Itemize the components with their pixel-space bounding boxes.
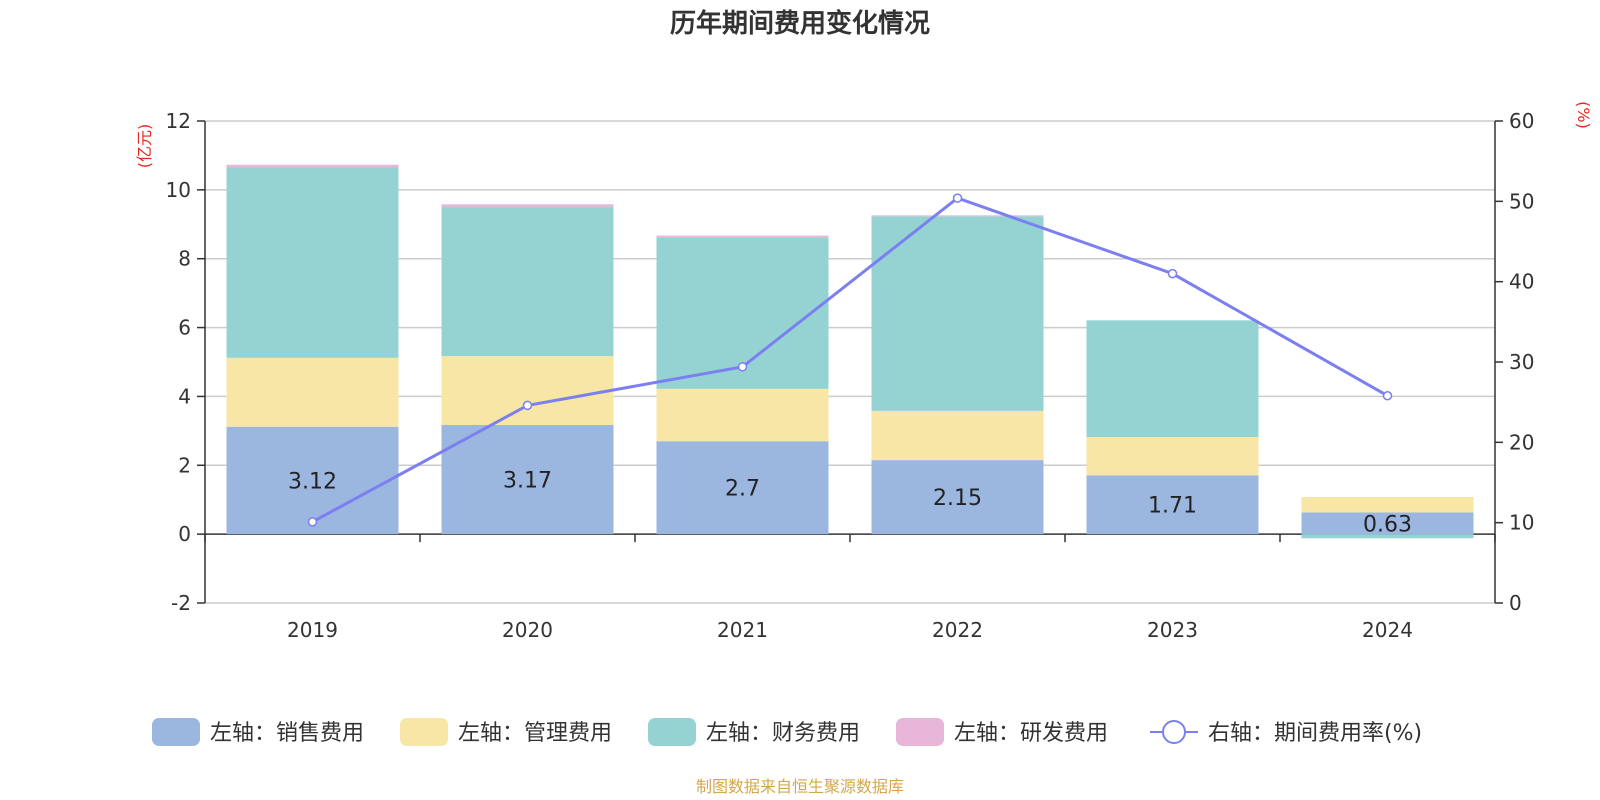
bar-value-label: 1.71 xyxy=(1148,494,1197,519)
bar-segment xyxy=(656,441,829,535)
bar-segment xyxy=(871,215,1044,217)
left-tick-label: 2 xyxy=(178,453,191,477)
bar-segment xyxy=(441,356,614,426)
bar-segment xyxy=(1301,496,1474,513)
right-tick-label: 30 xyxy=(1509,350,1534,374)
bar-layer xyxy=(226,164,1474,539)
expense-ratio-point xyxy=(952,193,963,203)
bar-value-label: 3.12 xyxy=(288,469,337,494)
left-tick-label: 8 xyxy=(178,247,191,271)
right-tick-label: 50 xyxy=(1509,189,1534,213)
bar-value-label: 3.17 xyxy=(503,469,552,494)
left-tick-label: 10 xyxy=(166,178,191,202)
bar-segment xyxy=(226,167,399,358)
right-tick-label: 0 xyxy=(1509,591,1522,615)
bar-value-label: 2.7 xyxy=(725,477,760,502)
bar-segment xyxy=(226,357,399,427)
legend-label: 左轴：销售费用 xyxy=(210,721,364,746)
bar-segment xyxy=(1301,512,1474,535)
expense-ratio-point xyxy=(1167,268,1178,279)
expense-ratio-point xyxy=(737,362,748,372)
label-layer: 3.12 3.17 2.7 2.15 1.71 0.63 xyxy=(288,469,1412,538)
bar-segment xyxy=(871,216,1044,411)
legend-label: 右轴：期间费用率(%) xyxy=(1208,721,1422,746)
legend-label: 左轴：管理费用 xyxy=(458,721,612,746)
left-tick-label: 0 xyxy=(178,522,191,546)
left-tick-label: 4 xyxy=(178,384,191,408)
right-tick-label: 60 xyxy=(1509,109,1534,133)
bar-segment xyxy=(441,207,614,357)
expense-ratio-line xyxy=(311,196,1389,524)
x-tick-label: 2019 xyxy=(287,618,338,642)
line-layer xyxy=(307,193,1393,527)
bar-segment xyxy=(226,164,399,168)
bar-segment xyxy=(441,204,614,208)
x-tick-label: 2022 xyxy=(932,618,983,642)
legend-marker xyxy=(1162,720,1186,744)
legend-label: 左轴：研发费用 xyxy=(954,721,1108,746)
legend: 左轴：销售费用 左轴：管理费用 左轴：财务费用 左轴：研发费用 右轴：期间费用率(%) xyxy=(152,718,1422,746)
legend-swatch xyxy=(648,718,696,746)
data-source-note: 制图数据来自恒生聚源数据库 xyxy=(696,777,904,796)
axis-layer: -2 0 2 4 6 8 10 12 0 10 20 30 40 50 60 (亿元) (%) 2019 2020 2… xyxy=(135,101,1593,642)
expense-ratio-point xyxy=(1382,390,1393,401)
bar-value-label: 0.63 xyxy=(1363,512,1412,537)
x-tick-label: 2020 xyxy=(502,618,553,642)
right-tick-label: 40 xyxy=(1509,270,1534,294)
bar-segment xyxy=(1086,475,1259,535)
bar-segment xyxy=(656,388,829,442)
bar-segment xyxy=(1086,320,1259,438)
bar-segment xyxy=(871,410,1044,461)
bar-segment xyxy=(226,426,399,535)
right-tick-label: 20 xyxy=(1509,430,1534,454)
bar-segment xyxy=(1301,534,1474,539)
bar-value-label: 2.15 xyxy=(933,486,982,511)
bar-segment xyxy=(1086,437,1259,476)
left-tick-label: 12 xyxy=(166,109,191,133)
bar-segment xyxy=(871,460,1044,535)
legend-swatch xyxy=(896,718,944,746)
legend-label: 左轴：财务费用 xyxy=(706,721,860,746)
expense-ratio-point xyxy=(307,517,318,527)
bar-segment xyxy=(656,235,829,238)
x-tick-label: 2023 xyxy=(1147,618,1198,642)
x-tick-label: 2021 xyxy=(717,618,768,642)
bar-segment xyxy=(441,425,614,535)
left-tick-label: -2 xyxy=(171,591,191,615)
right-tick-label: 10 xyxy=(1509,511,1534,535)
x-tick-label: 2024 xyxy=(1362,618,1413,642)
left-tick-label: 6 xyxy=(178,316,191,340)
right-axis-unit: (%) xyxy=(1574,101,1593,129)
legend-swatch xyxy=(400,718,448,746)
legend-swatch xyxy=(152,718,200,746)
left-axis-unit: (亿元) xyxy=(135,124,154,169)
expense-ratio-point xyxy=(522,400,533,411)
chart-title: 历年期间费用变化情况 xyxy=(670,8,930,39)
